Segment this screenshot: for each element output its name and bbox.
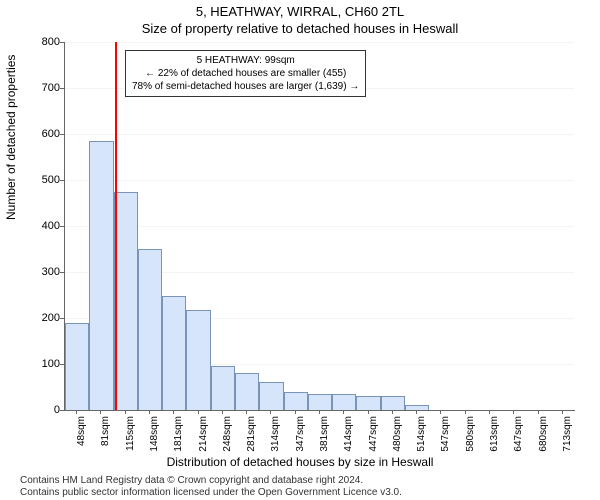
- ytick-label: 300: [30, 266, 60, 278]
- xtick-label: 214sqm: [198, 416, 209, 456]
- histogram-bar: [162, 296, 186, 410]
- xtick-label: 713sqm: [562, 416, 573, 456]
- histogram-bar: [308, 394, 332, 410]
- histogram-bar: [65, 323, 89, 410]
- histogram-bar: [332, 394, 356, 410]
- annotation-line1: 5 HEATHWAY: 99sqm: [132, 54, 359, 67]
- histogram-bar: [356, 396, 380, 410]
- yaxis-label: Number of detached properties: [4, 55, 18, 220]
- histogram-bar: [186, 310, 210, 410]
- annotation-line3: 78% of semi-detached houses are larger (…: [132, 80, 359, 93]
- footer-line1: Contains HM Land Registry data © Crown c…: [20, 475, 402, 487]
- xtick-label: 115sqm: [125, 416, 136, 456]
- histogram-bar: [138, 249, 162, 410]
- xtick-label: 347sqm: [295, 416, 306, 456]
- histogram-bar: [381, 396, 405, 410]
- histogram-bar: [259, 382, 283, 410]
- ytick-label: 700: [30, 82, 60, 94]
- xtick-label: 414sqm: [343, 416, 354, 456]
- ytick-label: 600: [30, 128, 60, 140]
- footer-attribution: Contains HM Land Registry data © Crown c…: [20, 475, 402, 499]
- xtick-label: 580sqm: [465, 416, 476, 456]
- xtick-label: 680sqm: [538, 416, 549, 456]
- histogram-bar: [114, 192, 138, 411]
- annotation-line2: ← 22% of detached houses are smaller (45…: [132, 67, 359, 80]
- xtick-label: 447sqm: [368, 416, 379, 456]
- annotation-box: 5 HEATHWAY: 99sqm← 22% of detached house…: [125, 50, 366, 97]
- page-title-line2: Size of property relative to detached ho…: [0, 19, 600, 36]
- xtick-label: 647sqm: [513, 416, 524, 456]
- reference-line: [115, 42, 117, 410]
- ytick-label: 200: [30, 312, 60, 324]
- histogram-bar: [235, 373, 259, 410]
- xtick-label: 181sqm: [173, 416, 184, 456]
- xtick-label: 248sqm: [222, 416, 233, 456]
- xtick-label: 514sqm: [416, 416, 427, 456]
- xtick-label: 81sqm: [100, 416, 111, 456]
- ytick-label: 400: [30, 220, 60, 232]
- xtick-label: 613sqm: [489, 416, 500, 456]
- xtick-label: 314sqm: [270, 416, 281, 456]
- histogram-bar: [89, 141, 113, 410]
- xtick-label: 48sqm: [76, 416, 87, 456]
- xtick-label: 381sqm: [319, 416, 330, 456]
- page-title-line1: 5, HEATHWAY, WIRRAL, CH60 2TL: [0, 0, 600, 19]
- histogram-bar: [211, 366, 235, 410]
- xtick-label: 148sqm: [149, 416, 160, 456]
- ytick-label: 800: [30, 36, 60, 48]
- ytick-label: 500: [30, 174, 60, 186]
- footer-line2: Contains public sector information licen…: [20, 487, 402, 499]
- xtick-label: 281sqm: [246, 416, 257, 456]
- xtick-label: 547sqm: [440, 416, 451, 456]
- ytick-label: 0: [30, 404, 60, 416]
- chart-plot-area: 5 HEATHWAY: 99sqm← 22% of detached house…: [64, 42, 575, 411]
- ytick-label: 100: [30, 358, 60, 370]
- histogram-bar: [405, 405, 429, 410]
- xaxis-label: Distribution of detached houses by size …: [0, 455, 600, 469]
- xtick-label: 480sqm: [392, 416, 403, 456]
- histogram-bar: [284, 392, 308, 410]
